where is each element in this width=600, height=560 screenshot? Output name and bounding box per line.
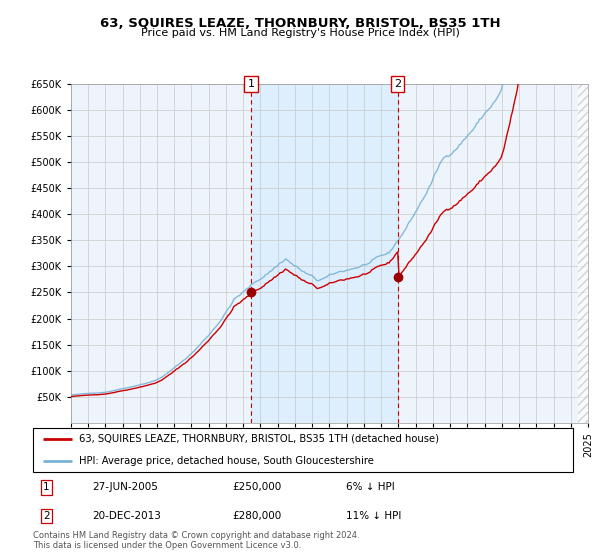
Text: £280,000: £280,000	[233, 511, 282, 521]
Text: Price paid vs. HM Land Registry's House Price Index (HPI): Price paid vs. HM Land Registry's House …	[140, 28, 460, 38]
Text: 27-JUN-2005: 27-JUN-2005	[92, 482, 158, 492]
Text: 20-DEC-2013: 20-DEC-2013	[92, 511, 161, 521]
Text: 1: 1	[248, 79, 254, 89]
Bar	[251, 84, 398, 423]
Bar	[578, 84, 588, 423]
Text: 63, SQUIRES LEAZE, THORNBURY, BRISTOL, BS35 1TH: 63, SQUIRES LEAZE, THORNBURY, BRISTOL, B…	[100, 17, 500, 30]
Text: 2: 2	[43, 511, 50, 521]
FancyBboxPatch shape	[33, 428, 573, 472]
Text: 1: 1	[43, 482, 50, 492]
Text: 63, SQUIRES LEAZE, THORNBURY, BRISTOL, BS35 1TH (detached house): 63, SQUIRES LEAZE, THORNBURY, BRISTOL, B…	[79, 434, 439, 444]
Bar	[578, 84, 588, 423]
Text: 6% ↓ HPI: 6% ↓ HPI	[346, 482, 395, 492]
Text: £250,000: £250,000	[233, 482, 282, 492]
Text: HPI: Average price, detached house, South Gloucestershire: HPI: Average price, detached house, Sout…	[79, 456, 374, 465]
Text: Contains HM Land Registry data © Crown copyright and database right 2024.
This d: Contains HM Land Registry data © Crown c…	[33, 531, 359, 550]
Text: 11% ↓ HPI: 11% ↓ HPI	[346, 511, 401, 521]
Text: 2: 2	[394, 79, 401, 89]
